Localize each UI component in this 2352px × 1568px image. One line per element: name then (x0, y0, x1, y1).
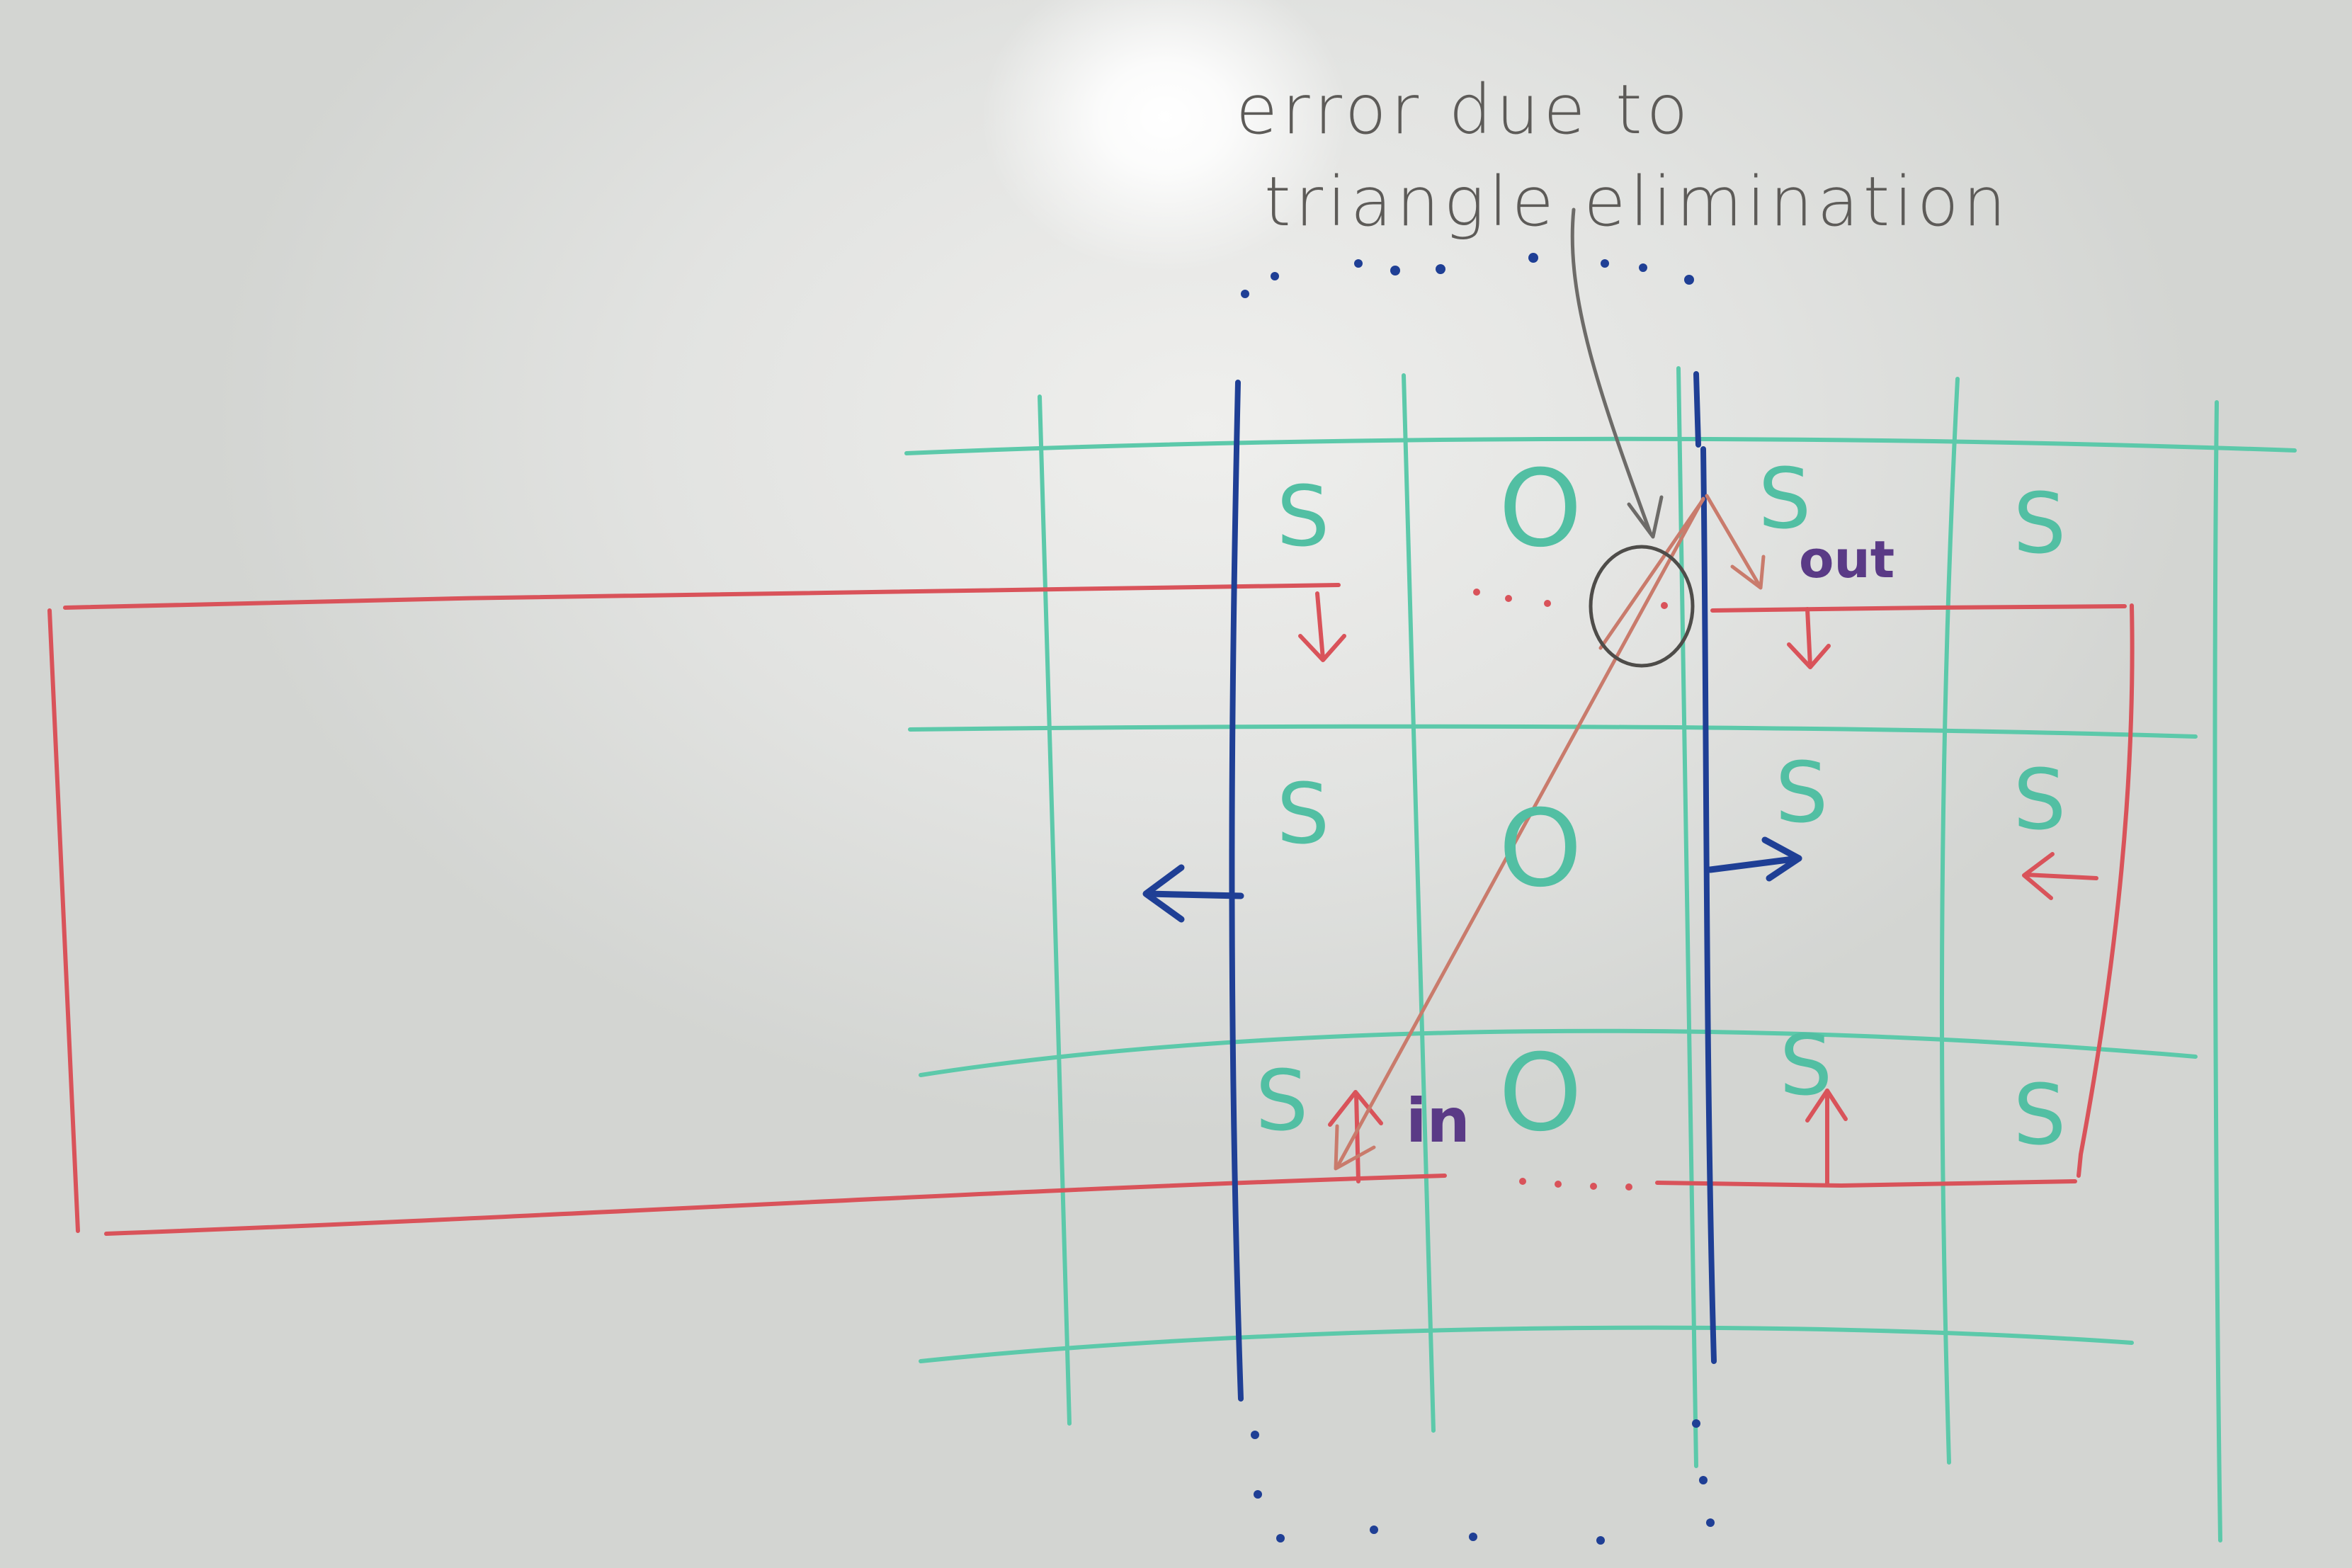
triangle-edge-left (1598, 497, 1705, 650)
red-region-left-edge (47, 608, 80, 1233)
grid (904, 366, 2297, 1543)
cell-label-s-r2-c0: S (1256, 1052, 1309, 1149)
grid-line-h1 (904, 436, 2297, 455)
label-in: in (1406, 1086, 1470, 1157)
grid-line-v2 (1402, 373, 1436, 1433)
cell-label-s-r0-c2: S (1759, 450, 1812, 547)
red-region (47, 583, 2135, 1236)
annotation-leader-arrow (1570, 208, 1664, 539)
red-arrow-left (2022, 852, 2098, 900)
error-circle-icon (1589, 545, 1695, 668)
grid-line-v4 (1939, 377, 1960, 1465)
red-region-top-edge-right (1710, 604, 2127, 613)
arrows (1142, 208, 2098, 1186)
cell-label-s-r0-c3: S (2013, 475, 2067, 572)
blue-arrow-left (1142, 864, 1244, 923)
blue-boundary-right-top (1693, 371, 1701, 448)
grid-line-v3 (1676, 366, 1698, 1468)
triangle-edge-short (1705, 494, 1762, 589)
red-dotted-top (1473, 589, 1668, 609)
triangle-edge-short-head (1730, 555, 1766, 590)
blue-boundary-left (1229, 380, 1244, 1402)
red-region-right-edge (2077, 603, 2135, 1178)
label-out: out (1799, 530, 1894, 589)
dotted-capsule (1241, 253, 1715, 1545)
cell-label-s-r0-c0: S (1277, 467, 1330, 565)
cell-label-s-r2-c2: S (1780, 1016, 1833, 1114)
annotation: error due to triangle elimination (1236, 70, 2010, 242)
cell-label-s-r1-c2: S (1776, 744, 1829, 841)
triangle-edge-long-head (1334, 1124, 1376, 1171)
grid-line-h2 (908, 724, 2198, 739)
cell-label-o-r0-c1: O (1499, 448, 1582, 571)
grid-line-h4 (919, 1325, 2134, 1363)
grid-line-h3 (919, 1028, 2198, 1077)
cell-label-s-r2-c3: S (2013, 1066, 2067, 1164)
blue-arrow-right (1707, 836, 1802, 882)
annotation-line-1: error due to (1236, 70, 1692, 149)
red-region-bottom-edge (104, 1174, 1447, 1236)
cell-label-s-r1-c0: S (1277, 765, 1330, 863)
red-dotted-bottom (1519, 1178, 1632, 1191)
red-arrow-down-left (1298, 591, 1346, 662)
grid-line-v1 (1038, 394, 1072, 1426)
grid-line-v5 (2212, 400, 2222, 1543)
triangle-edge-arrows (1334, 494, 1766, 1171)
cell-label-s-r1-c3: S (2013, 751, 2067, 848)
blue-boundaries (1229, 371, 1717, 1402)
red-region-bottom-edge-right (1655, 1179, 2077, 1188)
red-region-top-edge (63, 583, 1341, 610)
blue-boundary-right (1700, 446, 1717, 1364)
annotation-line-2: triangle elimination (1264, 162, 2010, 242)
cell-label-o-r1-c1: O (1499, 788, 1582, 911)
cell-labels: S O S S S O S S S O S S (1256, 448, 2067, 1164)
cell-label-o-r2-c1: O (1499, 1032, 1582, 1155)
red-arrow-up-bottom-right (1805, 1089, 1848, 1186)
red-arrow-down-right (1787, 607, 1831, 669)
red-arrow-up-bottom-left (1328, 1090, 1383, 1183)
triangle-edge-long (1335, 496, 1705, 1169)
